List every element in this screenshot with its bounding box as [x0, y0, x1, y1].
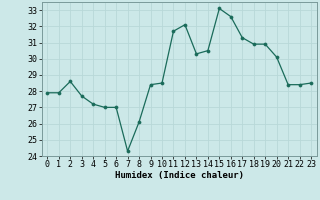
- X-axis label: Humidex (Indice chaleur): Humidex (Indice chaleur): [115, 171, 244, 180]
